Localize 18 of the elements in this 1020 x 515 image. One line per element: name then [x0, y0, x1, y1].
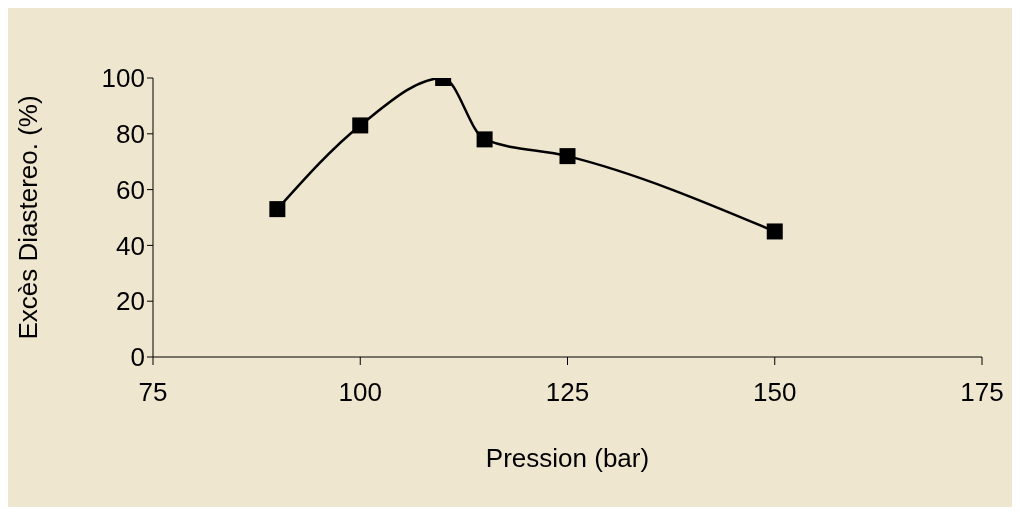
point: [559, 148, 576, 165]
x-tick-label: 175: [960, 377, 1004, 408]
y-tick-label: 0: [130, 342, 145, 373]
point: [766, 223, 783, 240]
x-axis-title: Pression (bar): [485, 443, 650, 473]
x-tick-label: 100: [338, 377, 382, 408]
x-tick-label: 125: [545, 377, 590, 408]
x-tick-label: 150: [753, 377, 797, 408]
point: [476, 131, 493, 148]
y-tick-label: 20: [116, 286, 145, 317]
point: [269, 201, 286, 218]
point: [352, 117, 369, 134]
y-tick-label: 40: [116, 230, 145, 261]
y-tick-label: 100: [101, 63, 145, 94]
y-tick-label: 80: [116, 119, 145, 150]
y-tick-label: 60: [116, 174, 145, 205]
x-tick-label: 75: [138, 377, 168, 408]
y-axis-title: Excès Diastereo. (%): [13, 95, 44, 340]
